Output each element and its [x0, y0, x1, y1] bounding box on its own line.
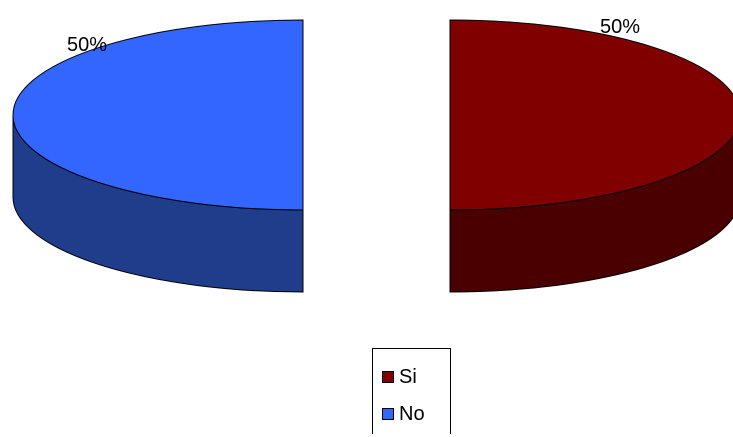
legend-label-no: No — [399, 403, 425, 425]
pie-slice-si — [449, 19, 733, 211]
data-label-si: 50% — [600, 16, 640, 38]
pie-slice-no — [12, 19, 304, 211]
data-label-no: 50% — [67, 34, 107, 56]
legend-item-si: Si — [382, 365, 417, 389]
legend-swatch-no — [382, 408, 394, 420]
legend-item-no: No — [382, 402, 425, 426]
chart-legend: Si No — [372, 348, 451, 434]
legend-label-si: Si — [399, 366, 417, 388]
legend-swatch-si — [382, 371, 394, 383]
